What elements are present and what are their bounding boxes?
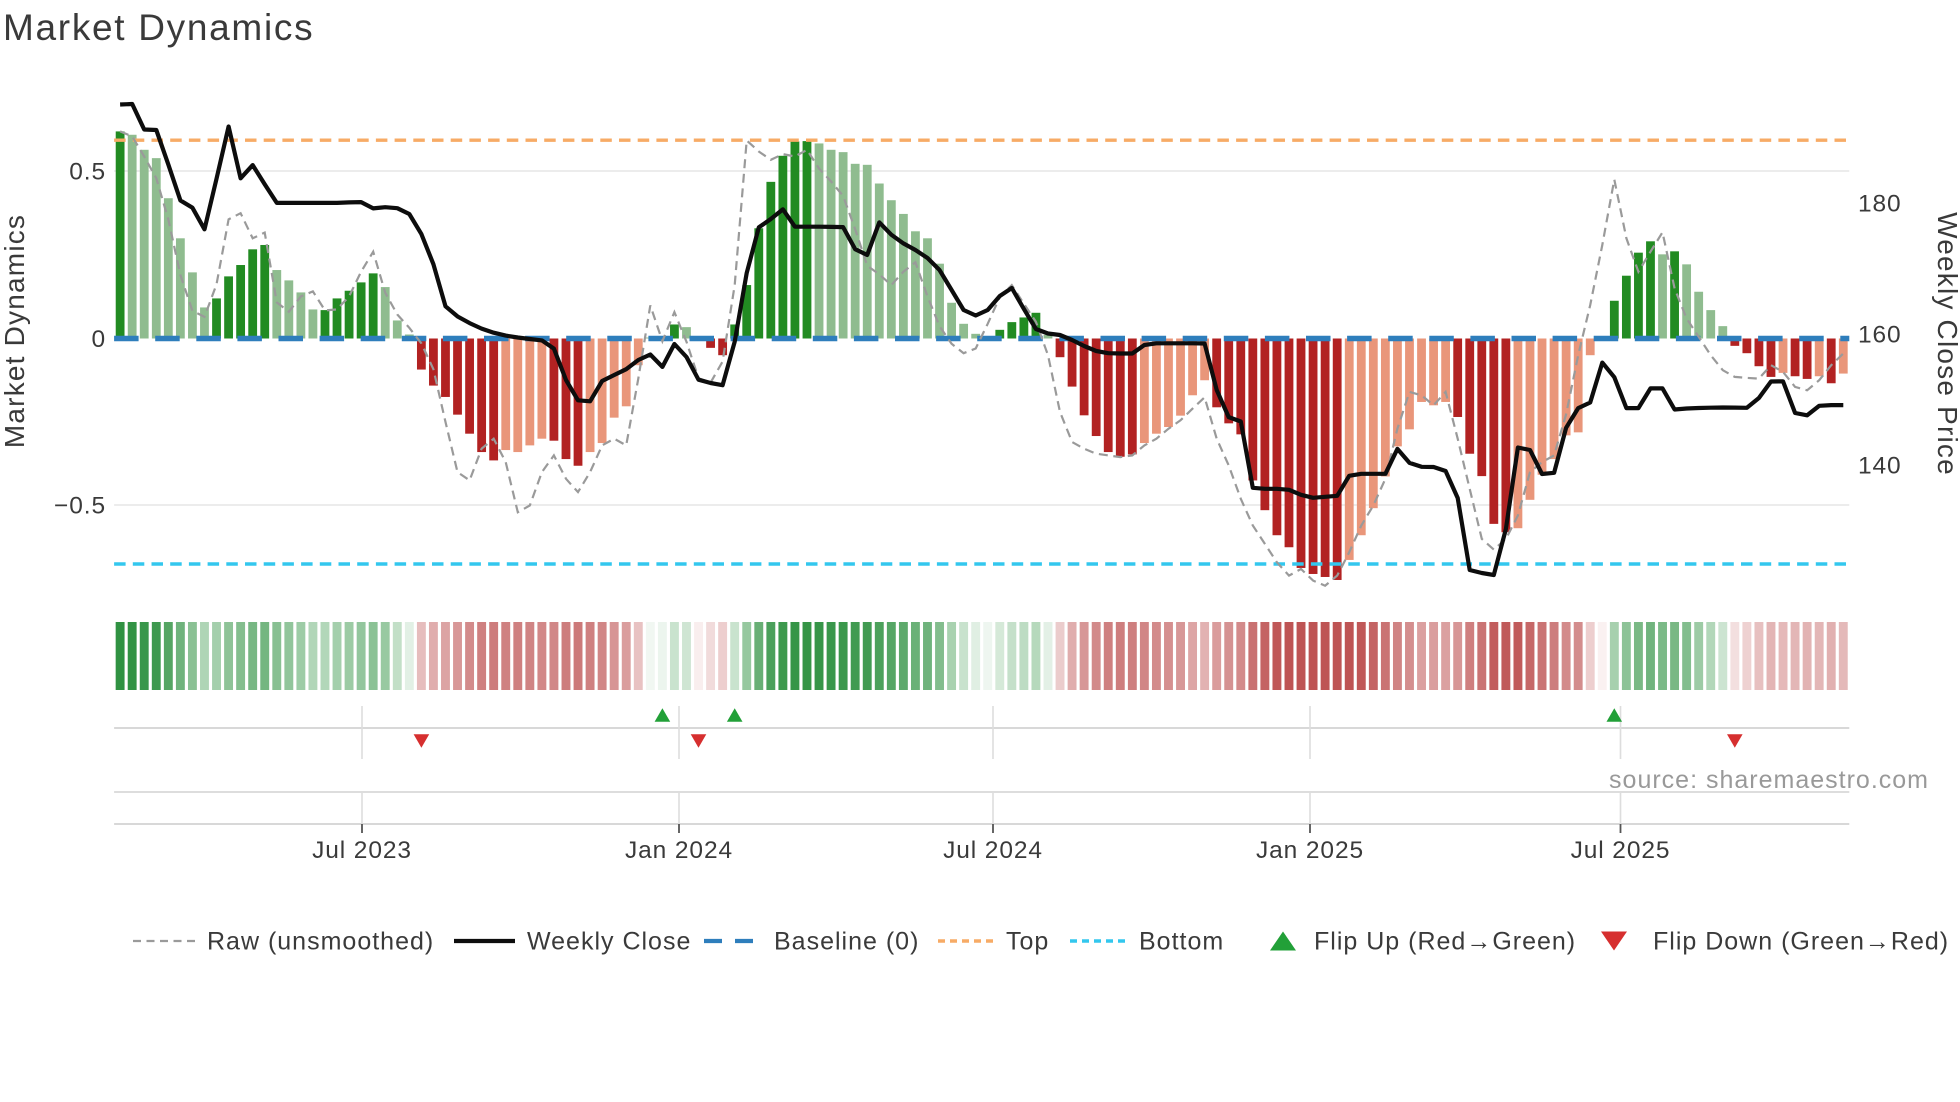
svg-text:180: 180	[1858, 191, 1902, 218]
svg-text:Weekly Close: Weekly Close	[527, 928, 691, 956]
svg-text:Jul 2025: Jul 2025	[1571, 837, 1671, 864]
svg-text:Jan 2024: Jan 2024	[625, 837, 733, 864]
svg-text:Bottom: Bottom	[1139, 928, 1224, 956]
svg-text:160: 160	[1858, 322, 1902, 349]
svg-text:Market Dynamics: Market Dynamics	[0, 214, 30, 448]
svg-text:Flip Down (Green→Red): Flip Down (Green→Red)	[1653, 928, 1949, 956]
svg-text:Weekly Close Price: Weekly Close Price	[1932, 212, 1960, 476]
svg-text:140: 140	[1858, 453, 1902, 480]
svg-text:Jul 2023: Jul 2023	[312, 837, 412, 864]
svg-text:0: 0	[91, 326, 106, 353]
svg-text:−0.5: −0.5	[54, 493, 106, 520]
svg-text:Market Dynamics: Market Dynamics	[3, 7, 314, 48]
svg-text:Jan 2025: Jan 2025	[1256, 837, 1364, 864]
svg-text:Flip Up (Red→Green): Flip Up (Red→Green)	[1314, 928, 1576, 956]
svg-text:source: sharemaestro.com: source: sharemaestro.com	[1609, 766, 1929, 794]
svg-text:Raw (unsmoothed): Raw (unsmoothed)	[207, 928, 434, 956]
svg-text:Jul 2024: Jul 2024	[943, 837, 1043, 864]
svg-text:0.5: 0.5	[69, 159, 106, 186]
svg-text:Baseline (0): Baseline (0)	[774, 928, 919, 956]
svg-text:Top: Top	[1006, 928, 1049, 956]
